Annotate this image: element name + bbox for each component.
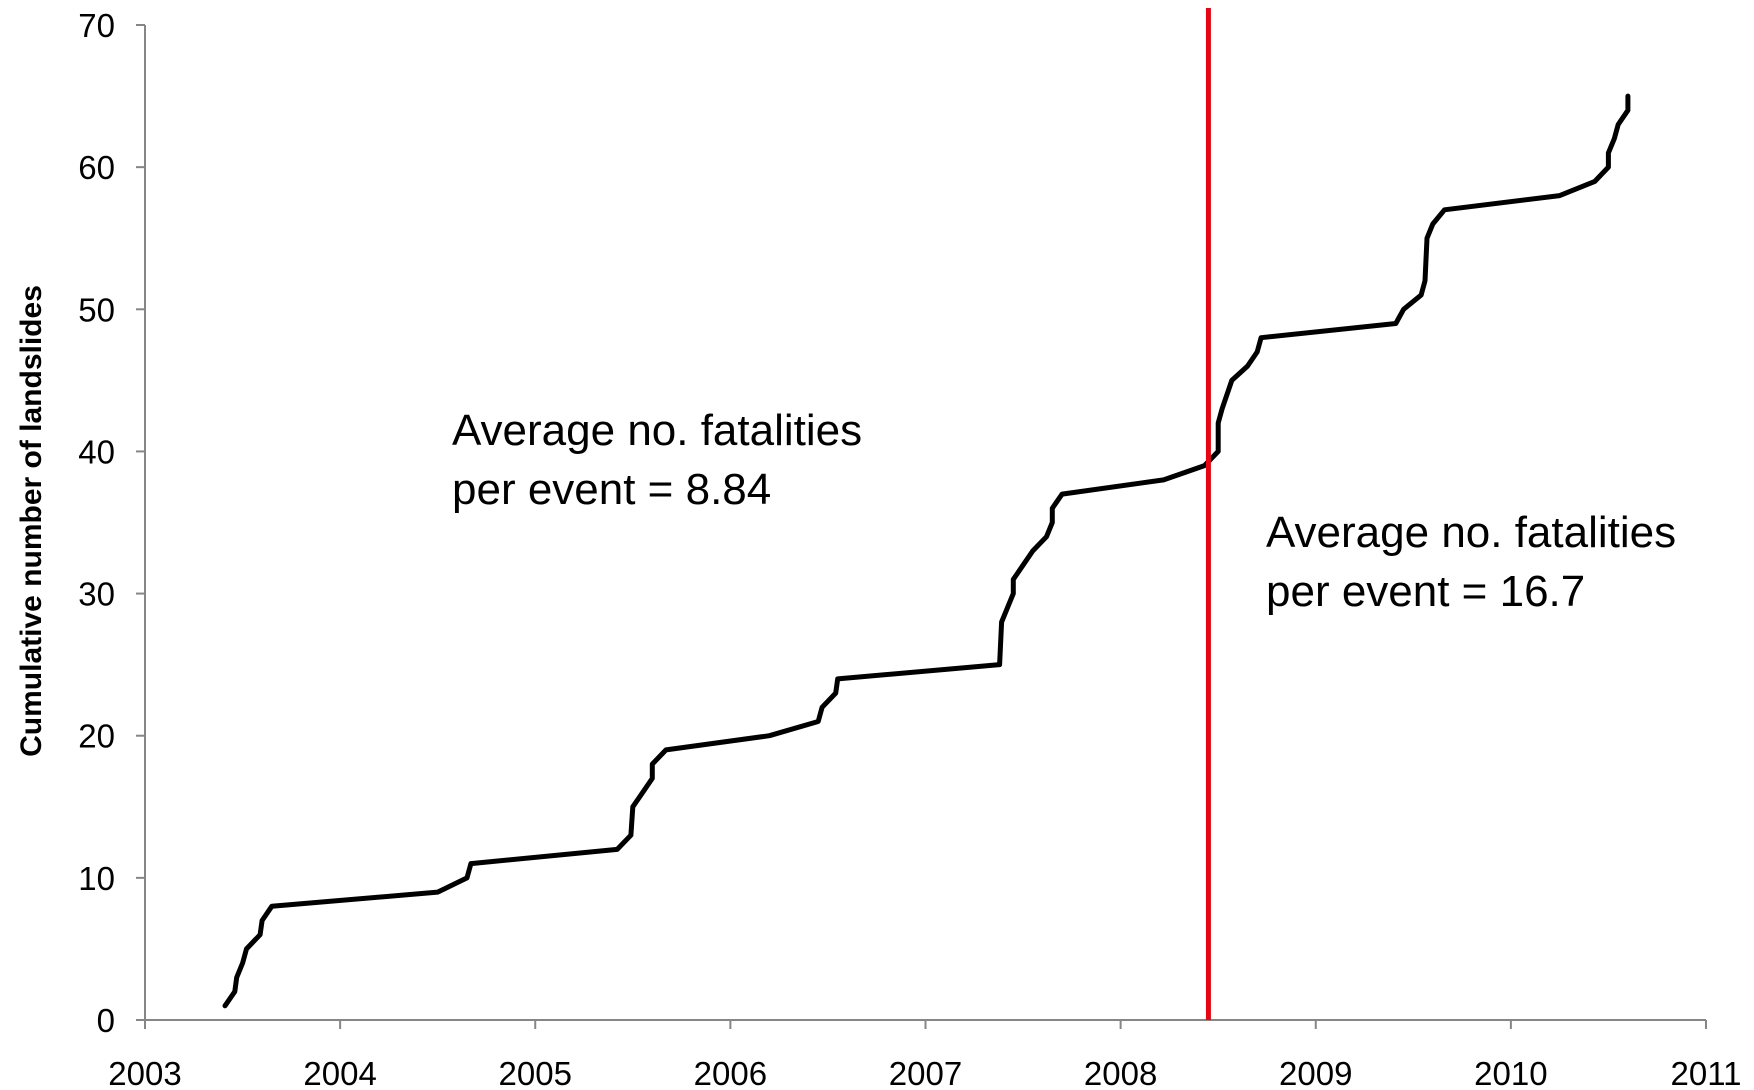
x-ticks: 2003 2004 2005 2006 2007 2008 2009 2010 2011	[108, 1020, 1741, 1090]
y-axis: 0 10 20 30 40 50 60 70	[78, 7, 146, 1039]
annotation-after: Average no. fatalities per event = 16.7	[1266, 508, 1676, 616]
y-tick-label: 0	[97, 1002, 115, 1039]
y-axis-title: Cumulative number of landslides	[15, 285, 48, 757]
y-tick-label: 10	[78, 860, 115, 897]
y-ticks: 0 10 20 30 40 50 60 70	[78, 7, 145, 1039]
y-tick-label: 70	[78, 7, 115, 44]
annotation-before: Average no. fatalities per event = 8.84	[452, 406, 862, 514]
x-tick-label: 2004	[303, 1055, 376, 1090]
y-tick-label: 60	[78, 149, 115, 186]
y-tick-label: 50	[78, 291, 115, 328]
x-tick-label: 2008	[1084, 1055, 1157, 1090]
x-tick-label: 2010	[1474, 1055, 1547, 1090]
x-tick-label: 2005	[499, 1055, 572, 1090]
x-tick-label: 2009	[1279, 1055, 1352, 1090]
series-layer	[222, 93, 1631, 1009]
x-tick-label: 2007	[889, 1055, 962, 1090]
y-tick-label: 20	[78, 718, 115, 755]
annotation-before-line-2: per event = 8.84	[452, 465, 771, 514]
x-axis: 2003 2004 2005 2006 2007 2008 2009 2010 2011	[108, 1019, 1741, 1090]
annotation-after-line-2: per event = 16.7	[1266, 567, 1585, 616]
x-tick-label: 2003	[108, 1055, 181, 1090]
annotation-before-line-1: Average no. fatalities	[452, 406, 862, 455]
annotation-after-line-1: Average no. fatalities	[1266, 508, 1676, 557]
x-tick-label: 2011	[1671, 1055, 1742, 1090]
x-tick-label: 2006	[694, 1055, 767, 1090]
series-line	[222, 93, 1631, 1009]
y-tick-label: 30	[78, 576, 115, 613]
y-tick-label: 40	[78, 433, 115, 470]
